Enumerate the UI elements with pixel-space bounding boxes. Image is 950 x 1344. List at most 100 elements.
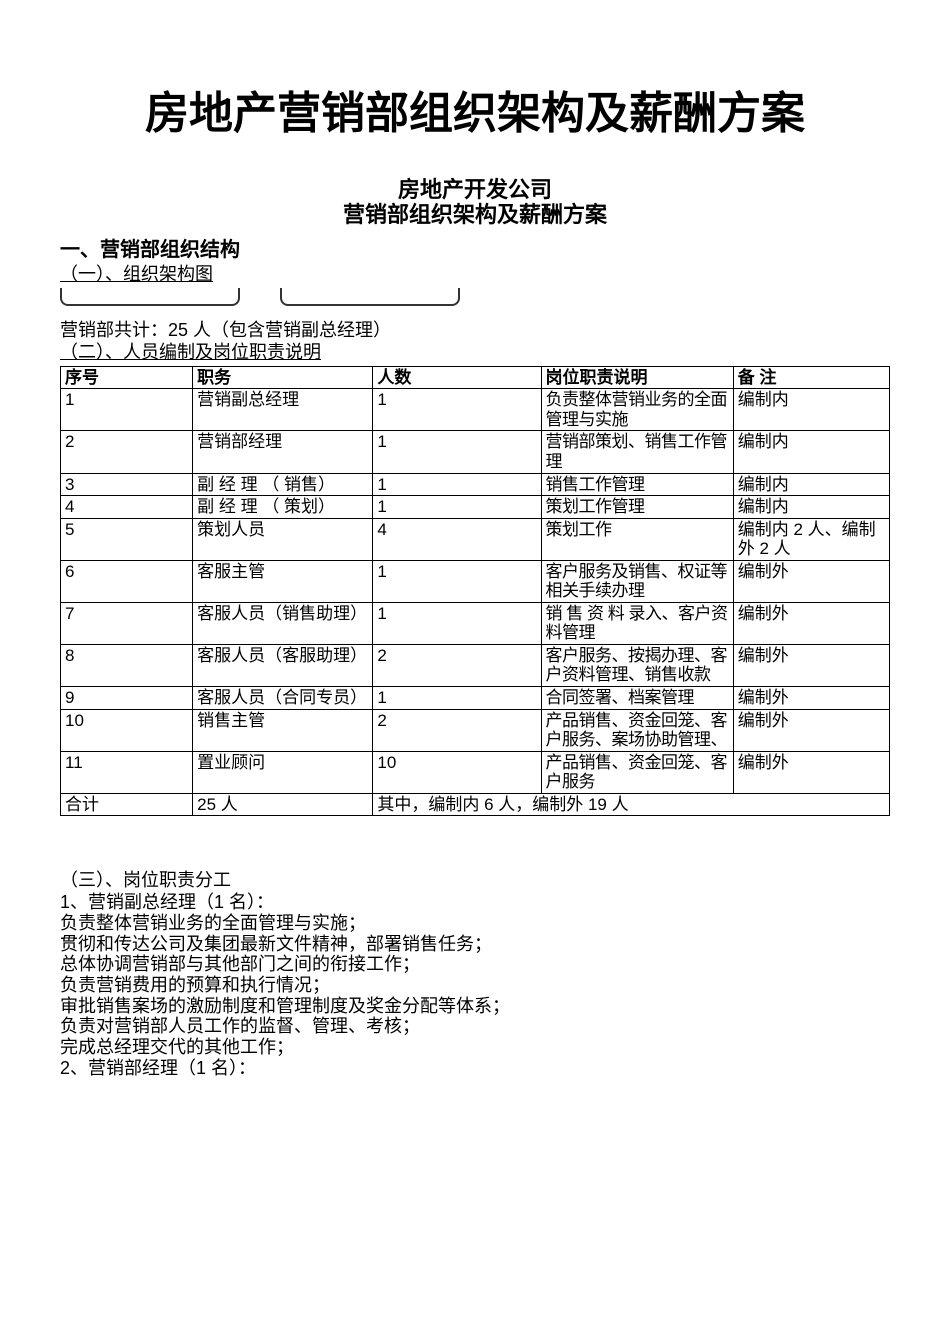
cell-description: 合同签署、档案管理 — [541, 686, 733, 709]
cell-count: 2 — [373, 644, 541, 686]
cell-count: 1 — [373, 431, 541, 473]
cell-position: 副 经 理 （ 策划） — [193, 496, 373, 519]
th-count: 人数 — [373, 366, 541, 389]
cell-seq: 2 — [61, 431, 193, 473]
th-description: 岗位职责说明 — [541, 366, 733, 389]
cell-position: 置业顾问 — [193, 751, 373, 793]
cell-description: 负责整体营销业务的全面管理与实施 — [541, 389, 733, 431]
cell-count: 1 — [373, 602, 541, 644]
table-row: 2营销部经理1营销部策划、销售工作管理编制内 — [61, 431, 890, 473]
cell-count: 1 — [373, 560, 541, 602]
subsection-1: （一）、组织架构图 — [60, 260, 890, 286]
cell-note: 编制内 — [733, 431, 889, 473]
cell-seq: 3 — [61, 473, 193, 496]
cell-seq: 1 — [61, 389, 193, 431]
cell-seq: 5 — [61, 518, 193, 560]
cell-note: 编制外 — [733, 602, 889, 644]
duty-line: 负责整体营销业务的全面管理与实施； — [60, 913, 890, 934]
cell-position: 策划人员 — [193, 518, 373, 560]
cell-description: 营销部策划、销售工作管理 — [541, 431, 733, 473]
cell-position: 营销部经理 — [193, 431, 373, 473]
cell-note: 编制外 — [733, 709, 889, 751]
cell-description: 产品销售、资金回笼、客户服务、案场协助管理、 — [541, 709, 733, 751]
table-row: 6客服主管1客户服务及销售、权证等相关手续办理编制外 — [61, 560, 890, 602]
subtitle-company: 房地产开发公司 — [60, 178, 890, 202]
duty-line: 审批销售案场的激励制度和管理制度及奖金分配等体系； — [60, 996, 890, 1017]
th-seq: 序号 — [61, 366, 193, 389]
table-row: 7客服人员（销售助理）1销 售 资 料 录入、客户资料管理编制外 — [61, 602, 890, 644]
cell-description: 客户服务及销售、权证等相关手续办理 — [541, 560, 733, 602]
cell-note: 编制外 — [733, 644, 889, 686]
cell-note: 编制内 — [733, 389, 889, 431]
subsection-2: （二）、人员编制及岗位职责说明 — [60, 338, 890, 364]
table-row: 4副 经 理 （ 策划）1策划工作管理编制内 — [61, 496, 890, 519]
cell-position: 客服人员（合同专员） — [193, 686, 373, 709]
cell-note: 编制内 — [733, 473, 889, 496]
table-footer-row: 合计 25 人 其中，编制内 6 人，编制外 19 人 — [61, 793, 890, 816]
footer-summary: 其中，编制内 6 人，编制外 19 人 — [373, 793, 890, 816]
cell-seq: 11 — [61, 751, 193, 793]
cell-seq: 8 — [61, 644, 193, 686]
duty-line: 完成总经理交代的其他工作； — [60, 1037, 890, 1058]
subsection-3: （三）、岗位职责分工 — [60, 866, 890, 892]
section-1-heading: 一、营销部组织结构 — [60, 233, 890, 262]
cell-count: 1 — [373, 389, 541, 431]
cell-seq: 7 — [61, 602, 193, 644]
cell-seq: 4 — [61, 496, 193, 519]
cell-position: 客服人员（客服助理） — [193, 644, 373, 686]
org-chart-placeholder — [60, 288, 890, 306]
cell-description: 销 售 资 料 录入、客户资料管理 — [541, 602, 733, 644]
footer-label: 合计 — [61, 793, 193, 816]
cell-count: 1 — [373, 473, 541, 496]
th-position: 职务 — [193, 366, 373, 389]
cell-note: 编制外 — [733, 686, 889, 709]
cell-description: 策划工作 — [541, 518, 733, 560]
role-2-title: 2、营销部经理（1 名）： — [60, 1058, 890, 1079]
table-row: 10销售主管2产品销售、资金回笼、客户服务、案场协助管理、编制外 — [61, 709, 890, 751]
cell-seq: 9 — [61, 686, 193, 709]
role-1-title: 1、营销副总经理（1 名）： — [60, 892, 890, 913]
cell-note: 编制内 — [733, 496, 889, 519]
table-row: 11置业顾问10产品销售、资金回笼、客户服务编制外 — [61, 751, 890, 793]
table-row: 8客服人员（客服助理）2客户服务、按揭办理、客户资料管理、销售收款编制外 — [61, 644, 890, 686]
table-row: 9客服人员（合同专员）1合同签署、档案管理编制外 — [61, 686, 890, 709]
cell-description: 策划工作管理 — [541, 496, 733, 519]
subtitle-group: 房地产开发公司 营销部组织架构及薪酬方案 — [60, 178, 890, 226]
duty-line: 贯彻和传达公司及集团最新文件精神，部署销售任务； — [60, 934, 890, 955]
cell-description: 客户服务、按揭办理、客户资料管理、销售收款 — [541, 644, 733, 686]
table-row: 3副 经 理 （ 销售）1销售工作管理编制内 — [61, 473, 890, 496]
bracket-shape — [60, 288, 240, 306]
table-row: 5策划人员4策划工作编制内 2 人、编制外 2 人 — [61, 518, 890, 560]
footer-total: 25 人 — [193, 793, 373, 816]
cell-note: 编制外 — [733, 560, 889, 602]
main-title: 房地产营销部组织架构及薪酬方案 — [60, 90, 890, 138]
staff-table: 序号 职务 人数 岗位职责说明 备 注 1营销副总经理1负责整体营销业务的全面管… — [60, 366, 890, 816]
duties-section: 1、营销副总经理（1 名）： 负责整体营销业务的全面管理与实施；贯彻和传达公司及… — [60, 892, 890, 1078]
cell-count: 1 — [373, 686, 541, 709]
duty-line: 负责对营销部人员工作的监督、管理、考核； — [60, 1016, 890, 1037]
cell-count: 4 — [373, 518, 541, 560]
table-row: 1营销副总经理1负责整体营销业务的全面管理与实施编制内 — [61, 389, 890, 431]
cell-seq: 6 — [61, 560, 193, 602]
cell-position: 副 经 理 （ 销售） — [193, 473, 373, 496]
cell-position: 销售主管 — [193, 709, 373, 751]
cell-description: 产品销售、资金回笼、客户服务 — [541, 751, 733, 793]
cell-note: 编制内 2 人、编制外 2 人 — [733, 518, 889, 560]
cell-count: 1 — [373, 496, 541, 519]
th-note: 备 注 — [733, 366, 889, 389]
subtitle-doc: 营销部组织架构及薪酬方案 — [60, 203, 890, 227]
table-body: 1营销副总经理1负责整体营销业务的全面管理与实施编制内2营销部经理1营销部策划、… — [61, 389, 890, 793]
cell-position: 营销副总经理 — [193, 389, 373, 431]
cell-note: 编制外 — [733, 751, 889, 793]
cell-count: 2 — [373, 709, 541, 751]
duty-line: 负责营销费用的预算和执行情况； — [60, 975, 890, 996]
duty-line: 总体协调营销部与其他部门之间的衔接工作； — [60, 954, 890, 975]
cell-position: 客服人员（销售助理） — [193, 602, 373, 644]
cell-description: 销售工作管理 — [541, 473, 733, 496]
role-1-lines: 负责整体营销业务的全面管理与实施；贯彻和传达公司及集团最新文件精神，部署销售任务… — [60, 913, 890, 1058]
cell-seq: 10 — [61, 709, 193, 751]
cell-position: 客服主管 — [193, 560, 373, 602]
cell-count: 10 — [373, 751, 541, 793]
bracket-shape — [280, 288, 460, 306]
table-header-row: 序号 职务 人数 岗位职责说明 备 注 — [61, 366, 890, 389]
